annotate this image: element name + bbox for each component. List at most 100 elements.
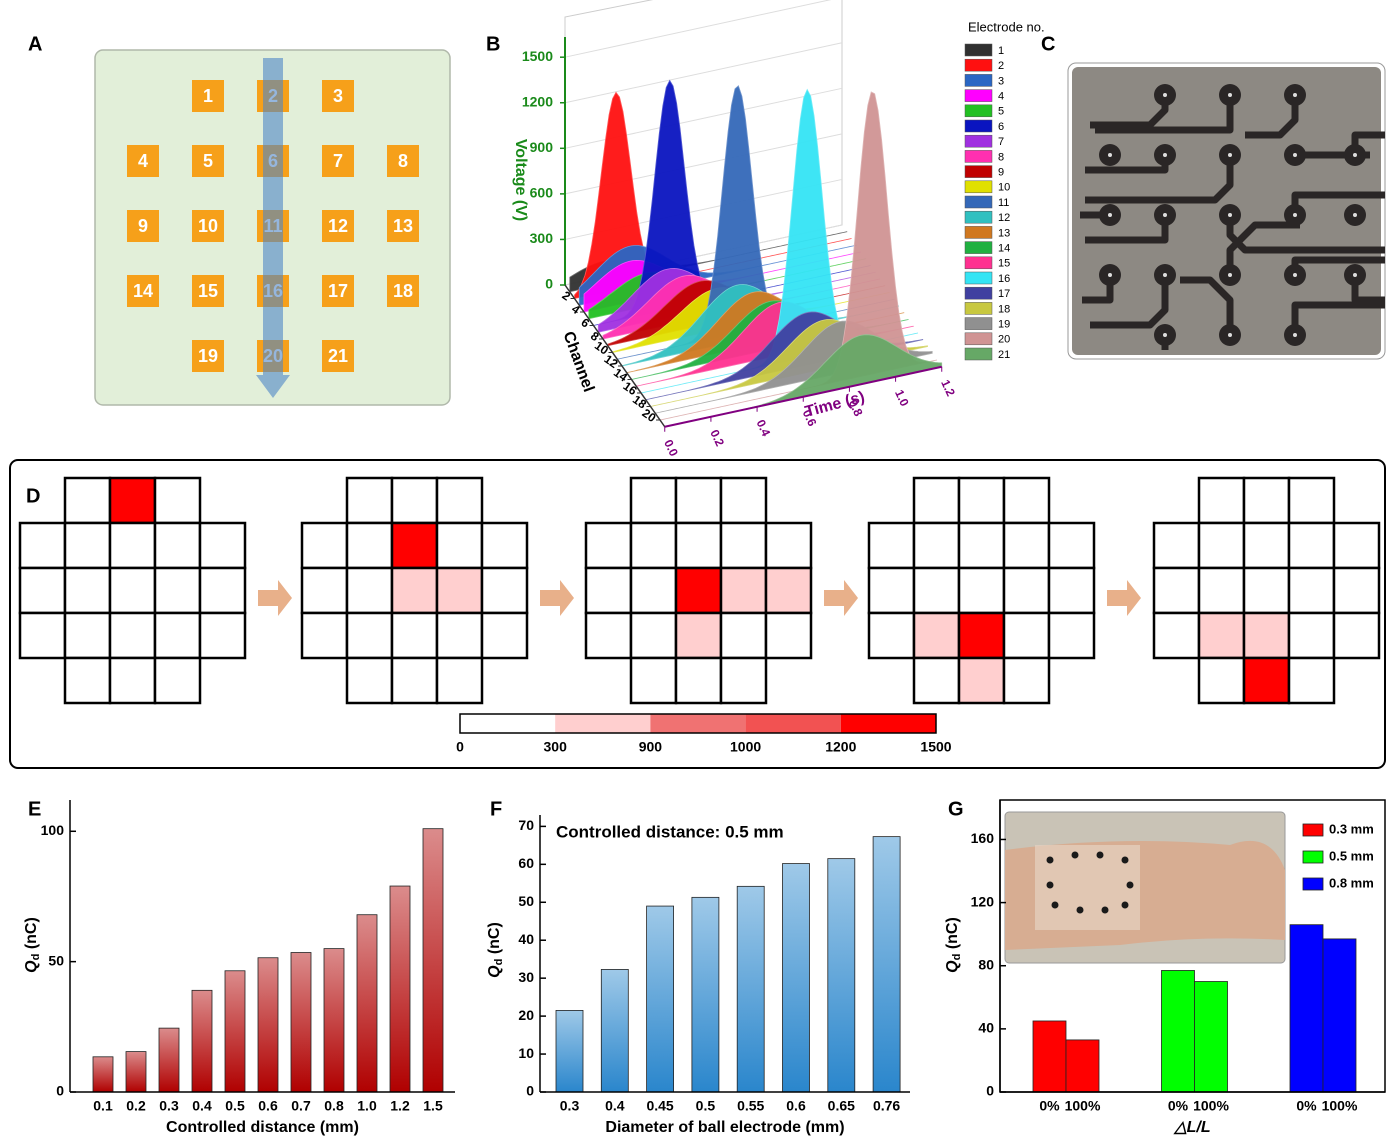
pad-center — [1353, 153, 1357, 157]
legend-label: 8 — [998, 151, 1004, 163]
electrode-cell — [1049, 613, 1094, 658]
electrode-cell — [1244, 658, 1289, 703]
bar — [126, 1052, 146, 1092]
colorbar-segment — [841, 714, 936, 733]
legend-swatch — [965, 272, 992, 284]
bar — [1066, 1040, 1099, 1092]
bar — [692, 897, 719, 1092]
y-label-unit: (nC) — [944, 917, 961, 949]
legend-label: 6 — [998, 121, 1004, 133]
legend-label: 9 — [998, 167, 1004, 179]
electrode-cell — [392, 568, 437, 613]
electrode-label: 15 — [198, 281, 218, 301]
pad-center — [1293, 153, 1297, 157]
electrode-cell — [721, 478, 766, 523]
bar — [1323, 939, 1356, 1092]
electrode-cell — [766, 523, 811, 568]
electrode-cell — [302, 523, 347, 568]
legend-swatch — [965, 59, 992, 71]
legend-swatch — [965, 105, 992, 117]
x-tick-label: 0.6 — [786, 1098, 806, 1114]
legend-swatch — [965, 44, 992, 56]
x-tick-label: 0% — [1168, 1098, 1189, 1114]
electrode-cell — [482, 613, 527, 658]
legend-swatch — [965, 135, 992, 147]
legend-label: 1 — [998, 45, 1004, 57]
electrode-label: 12 — [328, 216, 348, 236]
electrode-cell — [302, 568, 347, 613]
electrode-cell — [631, 478, 676, 523]
legend-label: 21 — [998, 349, 1010, 361]
inset-electrode — [1122, 857, 1129, 864]
x-tick-label: 100% — [1065, 1098, 1101, 1114]
step-arrow — [540, 580, 574, 616]
electrode-cell — [302, 613, 347, 658]
panel-label: A — [28, 33, 42, 55]
electrode-cell — [65, 523, 110, 568]
bar — [390, 886, 410, 1092]
electrode-cell — [347, 613, 392, 658]
electrode-cell — [1289, 658, 1334, 703]
x-tick-label: 0.1 — [93, 1098, 113, 1114]
electrode-label: 5 — [203, 151, 213, 171]
pad-center — [1163, 153, 1167, 157]
electrode-cell — [392, 523, 437, 568]
electrode-cell — [959, 613, 1004, 658]
x-tick-label: 0% — [1039, 1098, 1060, 1114]
electrode-cell — [869, 613, 914, 658]
electrode-cell — [437, 568, 482, 613]
electrode-cell — [110, 478, 155, 523]
electrode-cell — [200, 568, 245, 613]
electrode-label: 7 — [333, 151, 343, 171]
electrode-label: 14 — [133, 281, 153, 301]
z-tick-label: 900 — [530, 139, 554, 155]
y-tick-label: 100 — [41, 822, 65, 838]
electrode-cell — [482, 568, 527, 613]
z-tick-label: 600 — [530, 185, 554, 201]
colorbar-label: 300 — [544, 739, 568, 755]
electrode-cell — [1199, 523, 1244, 568]
electrode-cell — [1289, 568, 1334, 613]
legend-label: 16 — [998, 273, 1010, 285]
y-tick-label: 6 — [578, 315, 592, 330]
pad-center — [1353, 213, 1357, 217]
electrode-label: 8 — [398, 151, 408, 171]
electrode-cell — [20, 523, 65, 568]
y-tick-label: 40 — [518, 931, 534, 947]
inset-electrode — [1072, 852, 1079, 859]
bar — [1195, 982, 1228, 1092]
legend-swatch — [965, 287, 992, 299]
colorbar-label: 1500 — [920, 739, 951, 755]
bar — [159, 1028, 179, 1092]
electrode-cell — [155, 523, 200, 568]
legend-swatch — [965, 302, 992, 314]
y-tick-label: 60 — [518, 855, 534, 871]
electrode-cell — [676, 658, 721, 703]
y-tick-label: 40 — [978, 1020, 994, 1036]
bar — [192, 990, 212, 1092]
legend-label: 17 — [998, 288, 1010, 300]
legend-label: 13 — [998, 227, 1010, 239]
electrode-cell — [20, 568, 65, 613]
electrode-cell — [766, 613, 811, 658]
legend-swatch — [965, 318, 992, 330]
electrode-cell — [959, 523, 1004, 568]
electrode-cell — [110, 613, 155, 658]
x-tick-label: 0.5 — [696, 1098, 716, 1114]
y-label-subscript: d — [493, 959, 505, 966]
pad-center — [1228, 333, 1232, 337]
electrode-cell — [1199, 568, 1244, 613]
legend-label: 5 — [998, 106, 1004, 118]
electrode-cell — [1004, 523, 1049, 568]
legend-label: 0.3 mm — [1329, 821, 1374, 836]
y-tick-label: 0 — [526, 1083, 534, 1099]
x-tick-label: 0.76 — [873, 1098, 900, 1114]
x-tick-label: 0.4 — [753, 417, 773, 438]
pad-center — [1163, 333, 1167, 337]
x-tick-label: 0.2 — [707, 427, 727, 448]
electrode-cell — [110, 568, 155, 613]
electrode-cell — [959, 478, 1004, 523]
colorbar-label: 900 — [639, 739, 663, 755]
electrode-cell — [1004, 658, 1049, 703]
electrode-cell — [1199, 478, 1244, 523]
